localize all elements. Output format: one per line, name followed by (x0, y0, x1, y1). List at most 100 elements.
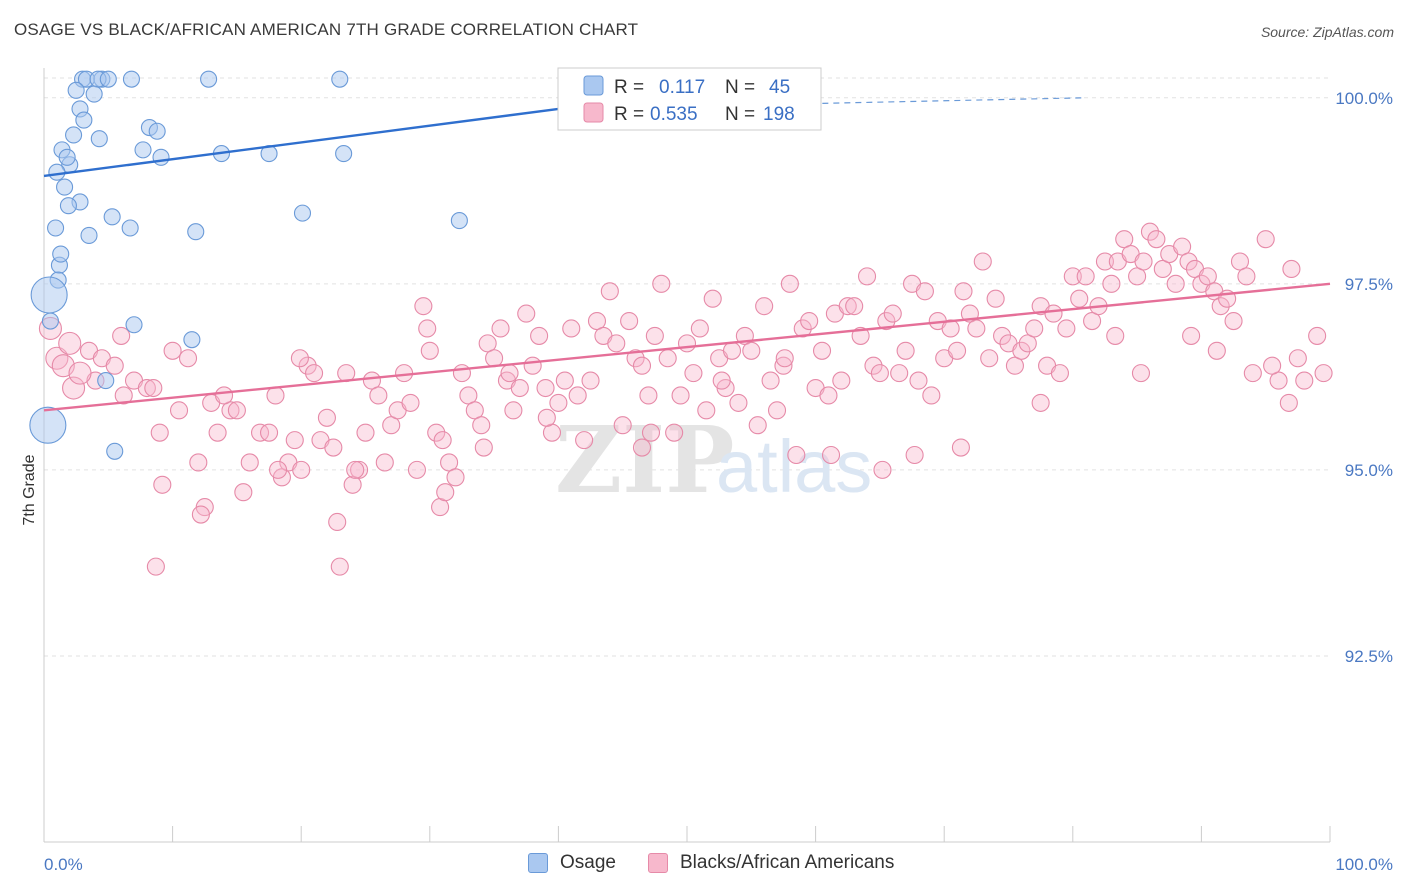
point-blacks-72 (562, 319, 581, 338)
point-blacks-141 (1005, 356, 1024, 375)
point-blacks-84 (639, 386, 658, 405)
point-blacks-26 (259, 423, 279, 442)
point-blacks-75 (581, 371, 600, 390)
point-blacks-124 (896, 341, 915, 360)
point-blacks-73 (568, 386, 587, 405)
point-blacks-158 (1115, 230, 1134, 249)
point-blacks-190 (153, 475, 172, 494)
point-blacks-135 (967, 319, 986, 338)
point-blacks-41 (362, 371, 381, 390)
point-osage-34 (187, 223, 205, 241)
point-blacks-200 (873, 460, 892, 479)
point-blacks-24 (240, 453, 259, 472)
point-osage-19 (134, 141, 152, 159)
point-osage-30 (103, 208, 121, 226)
point-blacks-215 (1182, 326, 1201, 345)
point-osage-42 (106, 442, 124, 460)
point-blacks-51 (427, 423, 446, 442)
point-blacks-202 (951, 438, 970, 457)
point-blacks-209 (214, 386, 234, 405)
point-blacks-164 (1153, 259, 1172, 278)
point-blacks-59 (478, 334, 497, 353)
series-blacks-points (38, 222, 1333, 576)
point-blacks-97 (722, 341, 742, 360)
point-blacks-53 (440, 453, 459, 472)
point-blacks-66 (523, 356, 542, 375)
point-blacks-35 (317, 408, 336, 427)
y-tick-label-1: 97.5% (1345, 275, 1393, 294)
point-blacks-185 (1288, 349, 1307, 368)
point-osage-23 (335, 145, 353, 163)
point-blacks-208 (146, 557, 165, 576)
legend-swatch-osage (583, 75, 604, 96)
point-blacks-179 (1256, 230, 1275, 249)
point-blacks-126 (909, 371, 928, 390)
point-blacks-92 (690, 319, 709, 338)
point-osage-37 (30, 276, 68, 314)
point-blacks-120 (870, 364, 889, 383)
point-blacks-11 (137, 378, 156, 398)
point-blacks-30 (285, 431, 304, 450)
point-blacks-86 (652, 274, 671, 293)
point-blacks-196 (474, 438, 493, 457)
point-blacks-23 (234, 483, 253, 502)
y-axis-label: 7th Grade (21, 454, 38, 525)
point-blacks-90 (677, 334, 697, 353)
point-blacks-205 (1207, 341, 1226, 360)
point-blacks-98 (729, 393, 748, 412)
point-blacks-21 (221, 401, 240, 420)
point-blacks-182 (1295, 371, 1314, 390)
point-blacks-81 (620, 311, 639, 331)
point-blacks-149 (1057, 319, 1076, 338)
point-blacks-192 (328, 512, 347, 532)
point-osage-6 (200, 70, 218, 88)
point-osage-27 (59, 197, 77, 215)
point-blacks-108 (793, 319, 812, 338)
point-blacks-102 (755, 297, 774, 316)
point-blacks-151 (1070, 289, 1089, 308)
legend-label-osage: Osage (560, 852, 616, 873)
point-osage-14 (65, 126, 83, 144)
point-blacks-38 (343, 475, 362, 494)
point-blacks-139 (993, 326, 1012, 345)
point-osage-31 (121, 219, 139, 237)
point-blacks-156 (1102, 274, 1121, 293)
y-tick-label-3: 92.5% (1345, 647, 1393, 666)
point-blacks-3 (62, 376, 86, 400)
point-blacks-17 (189, 453, 208, 472)
point-blacks-173 (1211, 297, 1230, 316)
point-blacks-163 (1147, 230, 1166, 249)
point-blacks-203 (1106, 326, 1125, 345)
point-blacks-176 (1230, 252, 1250, 271)
point-blacks-137 (980, 349, 999, 368)
point-blacks-148 (1050, 364, 1069, 383)
bottom-legend: Osage Blacks/African Americans (0, 852, 1406, 878)
point-blacks-119 (864, 356, 883, 375)
point-osage-33 (80, 226, 98, 245)
point-blacks-103 (761, 371, 780, 390)
point-blacks-152 (1076, 267, 1095, 286)
point-blacks-2 (58, 331, 82, 355)
point-blacks-161 (1134, 252, 1153, 271)
point-blacks-1 (45, 346, 69, 370)
point-blacks-94 (703, 289, 722, 308)
point-blacks-68 (536, 378, 555, 398)
point-blacks-42 (369, 386, 388, 405)
point-blacks-101 (748, 416, 767, 435)
point-blacks-187 (68, 361, 92, 385)
point-blacks-85 (645, 326, 664, 345)
point-blacks-7 (105, 356, 124, 375)
point-blacks-15 (169, 401, 189, 420)
point-blacks-70 (549, 393, 568, 412)
legend-swatch-osage-bottom (528, 853, 548, 873)
point-blacks-207 (1279, 393, 1298, 412)
y-tick-label-2: 95.0% (1345, 461, 1393, 480)
watermark-zip: ZIP (555, 406, 734, 514)
point-blacks-106 (780, 274, 799, 293)
y-tick-label-0: 100.0% (1335, 89, 1393, 108)
chart-title: OSAGE VS BLACK/AFRICAN AMERICAN 7TH GRAD… (14, 20, 639, 39)
point-blacks-116 (845, 297, 864, 316)
point-blacks-162 (1140, 222, 1160, 241)
point-osage-13 (148, 122, 166, 140)
point-blacks-217 (500, 364, 519, 383)
